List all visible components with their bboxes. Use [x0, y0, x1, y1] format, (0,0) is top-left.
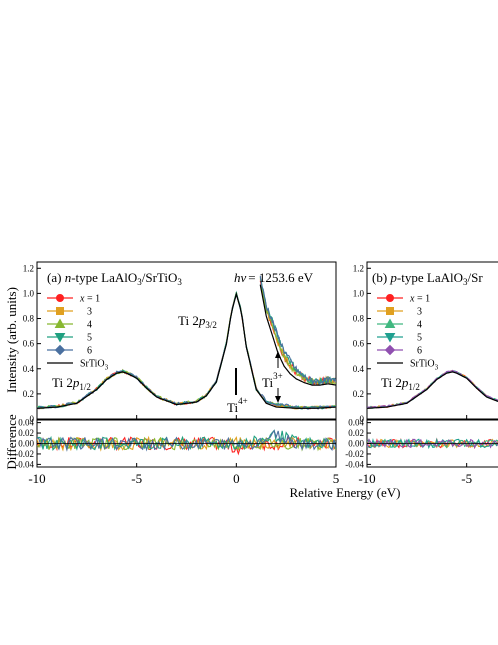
x-tick-label: 0: [233, 471, 240, 486]
panel-a-legend: x = 1 3 4 5 6 SrTiO3: [47, 294, 109, 372]
legend-marker: [384, 333, 396, 343]
series-line-5: [37, 293, 336, 410]
panel-a-data: [37, 275, 336, 410]
panel-b-diff-data: [367, 437, 498, 450]
ti-2p32-label: Ti 2p3/2: [178, 313, 217, 330]
y-tick-label: 1.2: [353, 263, 364, 273]
diff-line-3: [37, 436, 336, 452]
photon-energy-label: hν = 1253.6 eV: [234, 270, 314, 285]
legend-marker: [54, 318, 66, 328]
y-tick-label: 0.2: [23, 389, 34, 399]
y-tick-label: 1.2: [23, 263, 34, 273]
legend-label: x = 1: [409, 294, 430, 305]
legend-label: 6: [417, 346, 422, 357]
y-tick-label: 1.0: [353, 288, 365, 298]
srtio3-reference-line: [37, 291, 336, 409]
y-tick-label: 1.0: [23, 288, 35, 298]
y-tick-label: 0.8: [23, 314, 35, 324]
inset-line-5: [259, 275, 336, 386]
x-axis-label: Relative Energy (eV): [290, 485, 401, 500]
legend-marker: [56, 307, 64, 315]
x-tick-label: 5: [333, 471, 340, 486]
legend-label: SrTiO3: [410, 359, 439, 372]
ti3-label: Ti3+: [262, 371, 283, 390]
panel-a-main-frame: [36, 261, 337, 420]
diff-y-tick-label: 0.04: [348, 418, 364, 428]
y-tick-label-zero: 0: [360, 414, 365, 424]
ti3-arrow-down-head: [275, 396, 281, 403]
legend-marker: [56, 294, 64, 302]
x-tick-label: -5: [131, 471, 142, 486]
y-tick-label: 0.2: [353, 389, 364, 399]
ti-2p12-label-a: Ti 2p1/2: [52, 375, 91, 392]
y-tick-label-zero: 0: [30, 414, 35, 424]
x-tick-label: -10: [28, 471, 45, 486]
x-tick-label: -5: [461, 471, 472, 486]
diff-y-tick-label: 0.00: [348, 439, 364, 449]
diff-y-tick-label: 0.00: [18, 439, 34, 449]
y-tick-label: 0.6: [353, 339, 365, 349]
ti4-label: Ti4+: [227, 396, 248, 415]
legend-label: 5: [417, 333, 422, 344]
srtio3-reference-line: [367, 371, 498, 409]
legend-marker: [386, 294, 394, 302]
panel-b-title: (b) p-type LaAlO3/Sr: [372, 270, 483, 287]
axis-ticks: 0.20.40.60.81.01.20-0.04-0.020.000.020.0…: [15, 263, 472, 486]
legend-label: SrTiO3: [80, 359, 109, 372]
panel-a-diff-data: [37, 429, 336, 456]
diff-y-tick-label: -0.02: [345, 449, 364, 459]
legend-marker: [384, 318, 396, 328]
diff-y-tick-label: 0.02: [348, 428, 364, 438]
panel-b-legend: x = 1 3 4 5 6 SrTiO3: [377, 294, 439, 372]
legend-label: 4: [417, 320, 422, 331]
diff-y-tick-label: 0.02: [18, 428, 34, 438]
legend-marker: [54, 333, 66, 343]
panel-b-main-frame: [366, 261, 498, 420]
y-tick-label: 0.8: [353, 314, 365, 324]
panel-a-title: (a) n-type LaAlO3/SrTiO3: [47, 270, 182, 287]
y-axis-label-intensity: Intensity (arb. units): [4, 287, 19, 393]
legend-marker: [54, 344, 66, 356]
y-tick-label: 0.6: [23, 339, 35, 349]
inset-reference-line: [259, 284, 336, 386]
legend-marker: [384, 344, 396, 356]
diff-y-tick-label: -0.02: [15, 449, 34, 459]
diff-line-3: [367, 438, 498, 449]
y-axis-label-difference: Difference: [4, 414, 19, 470]
legend-label: 3: [417, 307, 422, 318]
legend-label: 3: [87, 307, 92, 318]
diff-line-4: [367, 437, 498, 450]
ti-2p12-label-b: Ti 2p1/2: [381, 375, 420, 392]
panel-b-data: [367, 369, 498, 410]
y-tick-label: 0.4: [23, 364, 35, 374]
legend-label: 5: [87, 333, 92, 344]
diff-line-5: [37, 429, 336, 452]
diff-y-tick-label: -0.04: [345, 459, 364, 469]
diff-y-tick-label: -0.04: [15, 459, 34, 469]
legend-label: 4: [87, 320, 92, 331]
x-tick-label: -10: [358, 471, 375, 486]
ti3-arrow-up-head: [275, 351, 281, 358]
inset-line-3: [259, 277, 336, 385]
diff-y-tick-label: 0.04: [18, 418, 34, 428]
series-line-5: [367, 369, 498, 409]
y-tick-label: 0.4: [353, 364, 365, 374]
legend-label: 6: [87, 346, 92, 357]
legend-marker: [386, 307, 394, 315]
legend-label: x = 1: [79, 294, 100, 305]
